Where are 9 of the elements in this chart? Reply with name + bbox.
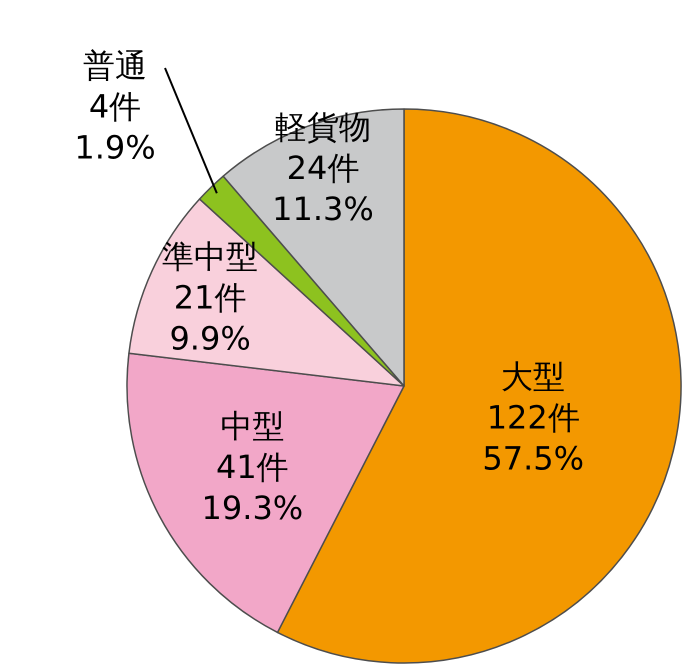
- data-label: 122件 57.5%: [482, 398, 584, 478]
- data-label: 24件 11.3%: [272, 149, 374, 228]
- slice-label: 普通: [83, 46, 147, 85]
- data-label: 21件 9.9%: [169, 278, 251, 358]
- slice-label: 中型: [220, 406, 284, 445]
- data-label: 4件 1.9%: [74, 88, 156, 167]
- slice-label: 準中型: [162, 237, 258, 276]
- data-label: 41件 19.3%: [202, 448, 304, 527]
- slice-label: 大型: [501, 357, 566, 396]
